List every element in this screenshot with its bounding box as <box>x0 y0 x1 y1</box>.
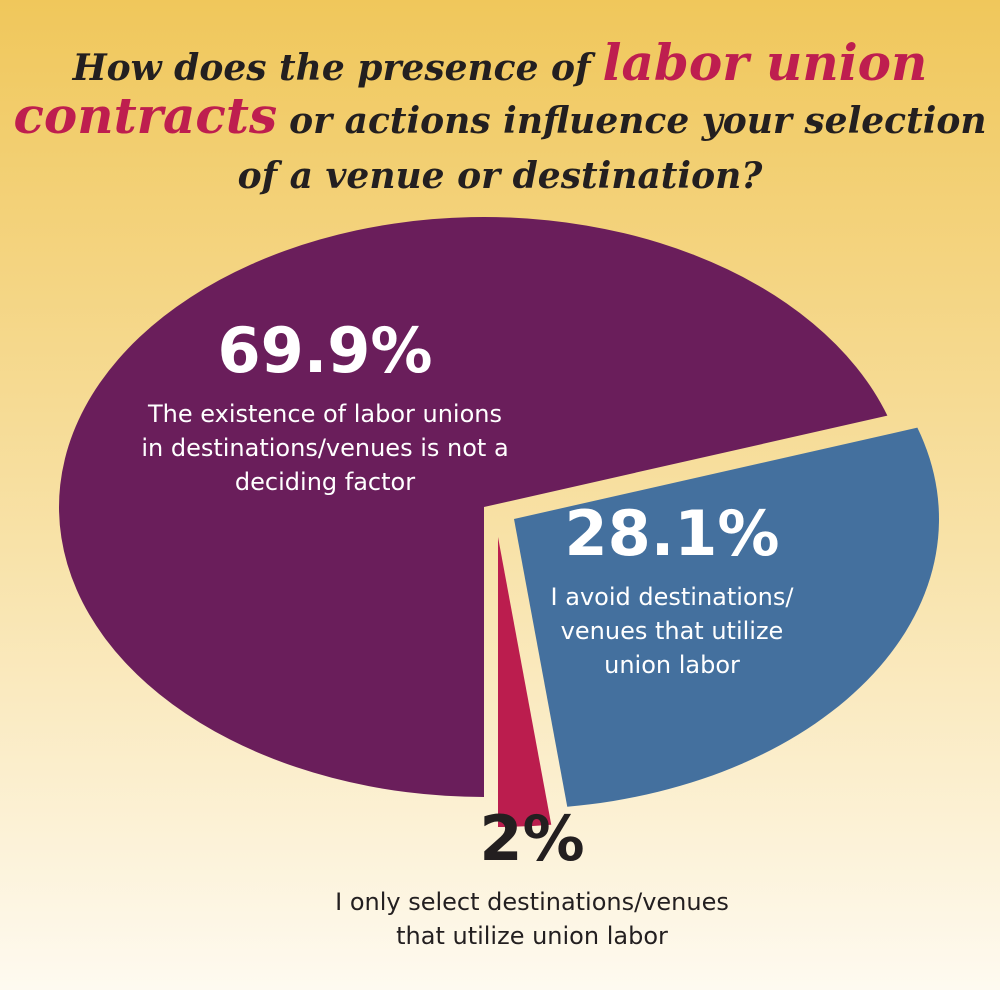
value-label: 2% <box>479 802 584 875</box>
category-label: I only select destinations/venues that ut… <box>335 888 729 950</box>
category-label: The existence of labor unions in destinat… <box>141 400 508 496</box>
title-line: of a venue or destination? <box>238 155 764 197</box>
title-segment: How does the presence of <box>72 47 596 89</box>
title-segment: of a venue or destination? <box>238 155 764 197</box>
title-segment: labor union <box>603 33 928 92</box>
category-label-line: that utilize union labor <box>396 922 668 950</box>
category-label-line: The existence of labor unions <box>147 400 502 428</box>
category-label: I avoid destinations/venues that utilize… <box>551 583 795 679</box>
value-label: 28.1% <box>564 497 779 570</box>
pie-slice <box>498 537 552 827</box>
chart-title: How does the presence of labor unioncontr… <box>13 33 986 197</box>
title-segment: or actions influence your selection <box>289 100 986 142</box>
title-line: contracts or actions influence your selec… <box>13 86 986 145</box>
category-label-line: I avoid destinations/ <box>551 583 795 611</box>
category-label-line: union labor <box>604 651 740 679</box>
category-label-line: venues that utilize <box>561 617 784 645</box>
pie-slice <box>58 217 888 798</box>
title-segment: contracts <box>13 86 277 145</box>
pie <box>58 217 939 827</box>
pie-slice <box>514 427 939 807</box>
category-label-line: deciding factor <box>235 468 415 496</box>
title-line: How does the presence of labor union <box>72 33 928 92</box>
value-label: 69.9% <box>217 314 432 387</box>
labels: 69.9% The existence of labor unions in des… <box>141 314 794 950</box>
category-label-line: in destinations/venues is not a <box>141 434 508 462</box>
category-label-line: I only select destinations/venues <box>335 888 729 916</box>
